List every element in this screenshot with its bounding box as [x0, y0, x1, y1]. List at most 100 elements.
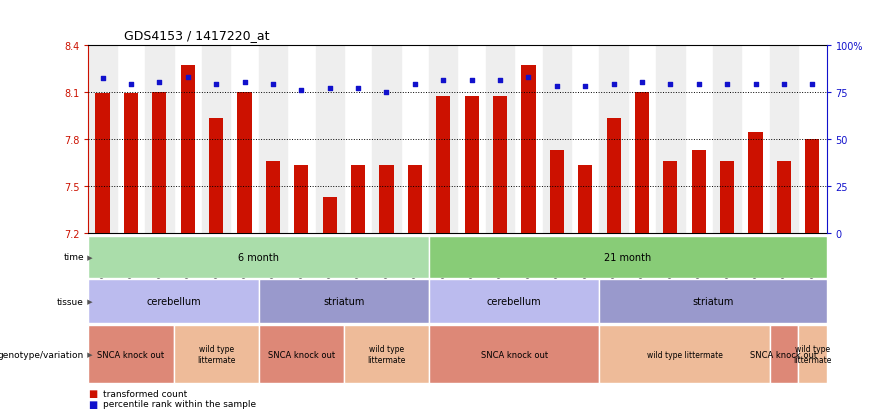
Text: SNCA knock out: SNCA knock out — [481, 350, 548, 358]
Bar — [486, 45, 514, 233]
Point — [124, 82, 138, 88]
Text: 6 month: 6 month — [239, 252, 279, 262]
Text: striatum: striatum — [324, 297, 364, 306]
Bar — [429, 325, 599, 383]
Text: genotype/variation: genotype/variation — [0, 350, 84, 358]
Text: wild type littermate: wild type littermate — [647, 350, 722, 358]
Bar — [805, 140, 819, 233]
Point — [691, 82, 705, 88]
Point — [379, 89, 393, 96]
Bar — [429, 236, 827, 278]
Bar — [578, 166, 592, 233]
Bar — [606, 119, 621, 233]
Bar — [599, 45, 628, 233]
Text: percentile rank within the sample: percentile rank within the sample — [103, 399, 255, 408]
Point — [408, 82, 422, 88]
Text: ■: ■ — [88, 399, 97, 409]
Point — [522, 74, 536, 81]
Bar — [316, 45, 344, 233]
Text: GDS4153 / 1417220_at: GDS4153 / 1417220_at — [124, 29, 270, 42]
Bar — [173, 325, 259, 383]
Bar — [145, 45, 173, 233]
Bar — [379, 166, 393, 233]
Text: SNCA knock out: SNCA knock out — [268, 350, 335, 358]
Bar — [152, 93, 166, 233]
Bar — [238, 93, 252, 233]
Point — [210, 82, 224, 88]
Point — [152, 80, 166, 86]
Bar — [294, 166, 309, 233]
Text: wild type
littermate: wild type littermate — [197, 344, 235, 364]
Point — [180, 74, 194, 81]
Bar — [88, 236, 429, 278]
Point — [606, 82, 621, 88]
Text: tissue: tissue — [57, 297, 84, 306]
Bar — [95, 94, 110, 233]
Point — [749, 82, 763, 88]
Text: cerebellum: cerebellum — [146, 297, 201, 306]
Bar — [656, 45, 684, 233]
Text: wild type
littermate: wild type littermate — [368, 344, 406, 364]
Bar — [599, 280, 827, 323]
Bar — [344, 325, 429, 383]
Point — [635, 80, 649, 86]
Text: SNCA knock out: SNCA knock out — [97, 350, 164, 358]
Point — [294, 87, 309, 94]
Point — [436, 78, 450, 84]
Point — [578, 83, 592, 90]
Bar — [88, 325, 173, 383]
Point — [351, 85, 365, 92]
Bar — [209, 119, 224, 233]
Point — [238, 80, 252, 86]
Bar — [493, 97, 507, 233]
Bar — [436, 97, 450, 233]
Point — [720, 82, 735, 88]
Text: ▶: ▶ — [85, 254, 93, 260]
Point — [550, 83, 564, 90]
Bar — [180, 66, 194, 233]
Bar — [323, 197, 337, 233]
Text: SNCA knock out: SNCA knock out — [751, 350, 818, 358]
Bar — [266, 161, 280, 233]
Bar — [770, 325, 798, 383]
Text: transformed count: transformed count — [103, 389, 187, 398]
Bar — [88, 280, 259, 323]
Text: cerebellum: cerebellum — [487, 297, 542, 306]
Text: wild type
littermate: wild type littermate — [793, 344, 832, 364]
Bar — [599, 325, 770, 383]
Text: striatum: striatum — [692, 297, 734, 306]
Bar — [550, 150, 564, 233]
Bar — [720, 161, 735, 233]
Bar — [663, 161, 677, 233]
Text: ▶: ▶ — [85, 351, 93, 357]
Bar — [798, 325, 827, 383]
Bar — [259, 45, 287, 233]
Text: ■: ■ — [88, 388, 97, 398]
Point — [95, 76, 110, 83]
Bar — [713, 45, 742, 233]
Text: 21 month: 21 month — [604, 252, 652, 262]
Bar — [88, 45, 117, 233]
Bar — [749, 133, 763, 233]
Bar — [522, 66, 536, 233]
Bar — [465, 97, 479, 233]
Bar — [351, 166, 365, 233]
Point — [805, 82, 819, 88]
Text: time: time — [64, 253, 84, 261]
Point — [663, 82, 677, 88]
Bar — [259, 280, 429, 323]
Bar — [635, 93, 649, 233]
Bar — [777, 161, 791, 233]
Bar — [408, 166, 422, 233]
Bar — [429, 280, 599, 323]
Point — [777, 82, 791, 88]
Point — [493, 78, 507, 84]
Bar — [202, 45, 231, 233]
Point — [266, 82, 280, 88]
Bar — [543, 45, 571, 233]
Bar — [770, 45, 798, 233]
Point — [323, 85, 337, 92]
Bar — [372, 45, 400, 233]
Point — [465, 78, 479, 84]
Bar — [259, 325, 344, 383]
